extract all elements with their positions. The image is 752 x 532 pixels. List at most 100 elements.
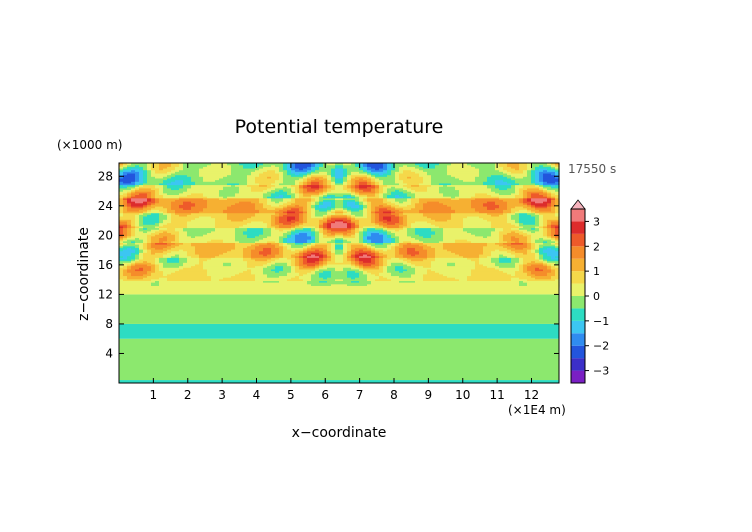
field-cell [379,222,384,225]
field-cell [319,209,324,212]
field-cell [227,181,232,184]
field-cell [375,174,380,177]
field-cell [203,232,208,235]
field-cell [303,235,308,239]
field-cell [207,263,212,267]
field-cell [183,247,188,250]
field-cell [327,179,332,182]
field-cell [199,272,204,275]
field-cell [119,239,124,242]
field-cell [135,197,140,200]
field-cell [127,270,132,273]
field-cell [291,252,296,255]
field-cell [339,252,344,255]
field-cell [231,282,236,285]
field-cell [295,260,300,263]
field-cell [287,222,292,225]
field-cell [235,210,240,214]
field-cell [191,270,196,273]
field-cell [339,217,344,220]
field-cell [355,235,360,239]
field-cell [295,263,300,267]
field-cell [251,280,256,283]
field-cell [259,205,264,209]
field-cell [275,210,280,214]
field-cell [335,169,340,172]
field-cell [119,278,124,282]
field-cell [287,232,292,235]
field-cell [331,212,336,215]
field-cell [163,205,168,209]
field-cell [263,252,268,255]
field-cell [371,253,376,257]
field-cell [359,257,364,260]
field-cell [287,217,292,220]
field-cell [219,245,224,248]
field-cell [207,167,212,171]
field-cell [183,217,188,220]
field-cell [263,270,268,273]
field-cell [239,194,244,197]
field-cell [363,244,368,247]
field-cell [155,186,160,189]
field-cell [327,240,332,243]
field-cell [307,258,312,262]
field-cell [279,232,284,235]
field-cell [303,220,308,224]
field-cell [311,244,316,247]
field-cell [175,222,180,225]
field-cell [183,220,188,224]
field-cell [123,285,128,288]
field-cell [271,167,276,171]
field-cell [331,215,336,219]
field-cell [123,232,128,235]
field-cell [251,205,256,209]
field-cell [203,283,208,286]
field-cell [343,244,348,247]
field-cell [335,270,340,273]
field-cell [247,191,252,194]
field-cell [171,182,176,186]
field-cell [187,265,192,268]
field-cell [151,172,156,176]
field-cell [279,237,284,240]
field-cell [183,186,188,189]
field-cell [239,222,244,225]
field-cell [231,217,236,220]
field-cell [211,285,216,288]
field-cell [183,239,188,242]
field-cell [263,260,268,263]
field-cell [187,240,192,243]
field-cell [347,240,352,243]
field-cell [223,169,228,172]
field-cell [363,253,368,257]
field-cell [259,232,264,235]
field-cell [239,253,244,257]
field-cell [139,169,144,172]
field-cell [223,270,228,273]
field-cell [355,267,360,270]
field-cell [119,283,124,286]
field-cell [227,186,232,189]
field-cell [351,283,356,286]
field-cell [307,245,312,248]
field-cell [215,184,220,187]
field-cell [207,242,212,245]
field-cell [255,181,260,184]
field-cell [299,212,304,215]
field-cell [123,184,128,187]
field-cell [167,217,172,220]
field-cell [131,273,136,277]
field-cell [355,229,360,232]
field-cell [231,255,236,258]
field-cell [179,229,184,232]
field-cell [215,207,220,210]
field-cell [199,263,204,267]
field-cell [231,272,236,275]
field-cell [123,169,128,172]
field-cell [311,205,316,209]
field-cell [231,240,236,243]
field-cell [259,164,264,167]
field-cell [191,167,196,171]
